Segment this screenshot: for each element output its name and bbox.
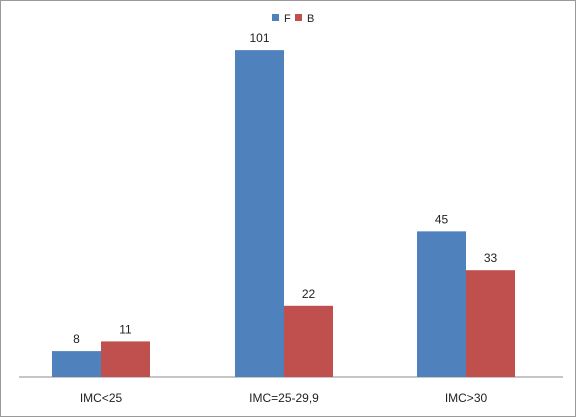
bar-f-imc-30	[417, 231, 466, 377]
data-label-f-imc-25-29-9: 101	[249, 31, 269, 45]
data-label-b-imc-25: 11	[119, 322, 132, 336]
bar-f-imc-25	[52, 351, 101, 377]
x-tick-labels-group: IMC<25 IMC=25-29,9 IMC>30	[80, 391, 488, 405]
legend-label-b: B	[307, 13, 314, 25]
data-label-b-imc-25-29-9: 22	[302, 287, 316, 301]
bar-b-imc-25	[101, 341, 150, 377]
legend: F B	[272, 13, 314, 25]
bar-b-imc-25-29-9	[284, 305, 333, 377]
bar-f-imc-25-29-9	[235, 50, 284, 378]
x-tick-label-imc-30: IMC>30	[445, 391, 488, 405]
legend-swatch-b	[295, 14, 302, 21]
x-tick-label-imc-25-29-9: IMC=25-29,9	[249, 391, 319, 405]
x-tick-label-imc-25: IMC<25	[80, 391, 123, 405]
data-label-f-imc-30: 45	[435, 212, 449, 226]
data-label-f-imc-25: 8	[73, 332, 80, 346]
data-labels-group: 8 11 101 22 45 33	[73, 31, 497, 346]
bars-group	[52, 50, 515, 378]
legend-swatch-f	[272, 14, 279, 21]
legend-label-f: F	[284, 13, 291, 25]
bar-b-imc-30	[466, 270, 515, 377]
data-label-b-imc-30: 33	[484, 251, 498, 265]
